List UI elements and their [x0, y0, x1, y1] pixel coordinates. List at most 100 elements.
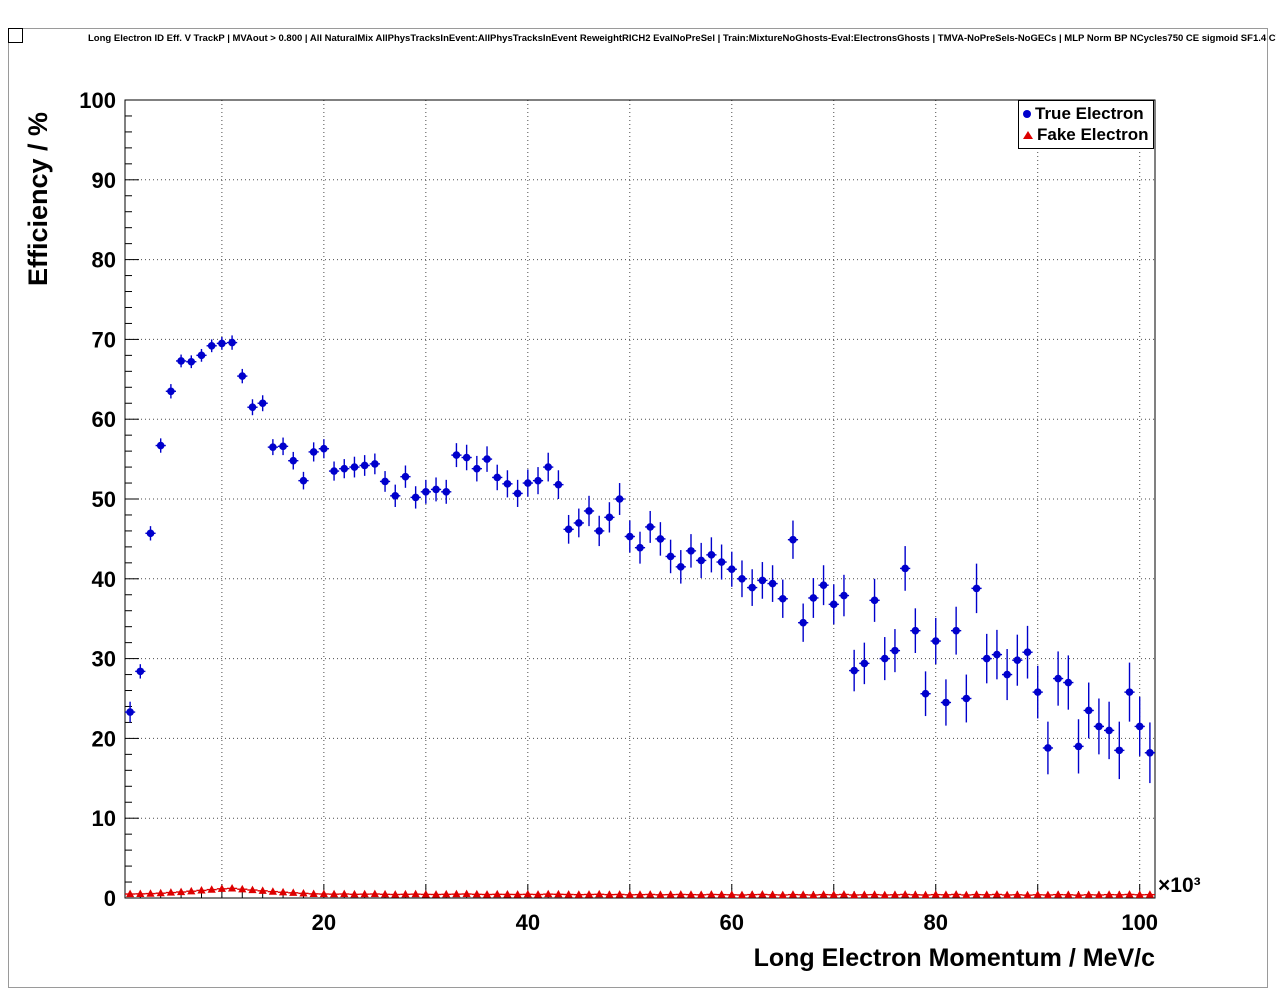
- data-point: [860, 659, 869, 668]
- data-point: [778, 594, 787, 603]
- data-point: [595, 889, 604, 898]
- svg-text:80: 80: [92, 248, 116, 273]
- data-point: [350, 463, 359, 471]
- data-point: [524, 479, 532, 487]
- data-point: [646, 523, 654, 531]
- data-point: [227, 884, 237, 892]
- data-point: [248, 885, 257, 894]
- data-point: [799, 890, 808, 898]
- data-point: [381, 477, 389, 486]
- data-point: [890, 890, 900, 898]
- data-point: [136, 889, 145, 897]
- svg-text:60: 60: [92, 407, 116, 432]
- data-point: [391, 492, 400, 500]
- data-point: [891, 646, 899, 655]
- svg-text:60: 60: [720, 910, 744, 935]
- data-point: [146, 889, 155, 897]
- data-point: [156, 888, 165, 897]
- data-point: [962, 890, 971, 899]
- data-point: [952, 890, 961, 898]
- data-point: [656, 535, 665, 543]
- data-point: [635, 890, 645, 898]
- data-point: [829, 890, 838, 898]
- data-point: [982, 654, 991, 663]
- data-point: [197, 886, 206, 894]
- data-point: [615, 495, 624, 503]
- data-point: [1074, 742, 1083, 751]
- data-point: [605, 513, 614, 522]
- data-point: [870, 596, 879, 605]
- data-point: [207, 341, 216, 350]
- data-point: [330, 467, 338, 475]
- data-point: [1023, 890, 1032, 899]
- data-point: [1135, 722, 1144, 731]
- data-point: [676, 563, 685, 571]
- data-point: [156, 441, 165, 450]
- data-point: [799, 618, 807, 627]
- data-point: [207, 885, 216, 893]
- data-point: [748, 583, 756, 592]
- data-point: [493, 889, 502, 898]
- data-point: [421, 890, 430, 898]
- data-point: [778, 890, 787, 899]
- data-point: [411, 493, 420, 502]
- data-point: [982, 890, 991, 898]
- svg-text:100: 100: [79, 88, 116, 113]
- data-point: [391, 890, 400, 898]
- data-point: [268, 887, 277, 895]
- data-point: [289, 456, 298, 465]
- svg-text:80: 80: [924, 910, 948, 935]
- data-point: [523, 889, 532, 898]
- legend-box: True Electron Fake Electron: [1018, 100, 1154, 149]
- svg-text:50: 50: [92, 487, 116, 512]
- data-point: [1125, 688, 1134, 696]
- data-point: [217, 884, 226, 892]
- svg-text:100: 100: [1121, 910, 1158, 935]
- data-point: [371, 460, 379, 468]
- data-point: [554, 889, 563, 898]
- data-point: [931, 637, 940, 645]
- data-point: [992, 890, 1002, 898]
- data-point: [860, 890, 869, 898]
- data-point: [1115, 746, 1124, 755]
- data-point: [493, 473, 502, 482]
- data-point: [727, 565, 736, 574]
- x-axis-title: Long Electron Momentum / MeV/c: [754, 944, 1156, 972]
- data-point: [136, 667, 145, 676]
- data-point: [1145, 890, 1155, 898]
- data-point: [513, 890, 522, 898]
- data-point: [636, 543, 644, 552]
- data-point: [258, 399, 267, 408]
- data-point: [309, 448, 318, 456]
- data-point: [1023, 648, 1032, 657]
- data-point: [697, 556, 705, 565]
- plot-title: Long Electron ID Eff. V TrackP | MVAout …: [88, 33, 1276, 44]
- data-point: [931, 890, 940, 898]
- data-point: [1064, 678, 1073, 687]
- svg-text:40: 40: [92, 567, 116, 592]
- data-point: [125, 889, 135, 898]
- data-point: [850, 666, 858, 675]
- data-point: [1135, 890, 1144, 898]
- data-point: [758, 576, 767, 585]
- data-point: [850, 890, 859, 899]
- data-point: [187, 357, 196, 366]
- true-electron-marker-icon: [1023, 109, 1031, 118]
- fake-electron-marker-icon: [1023, 131, 1033, 140]
- svg-text:20: 20: [92, 726, 116, 751]
- data-point: [993, 650, 1001, 659]
- data-point: [350, 889, 359, 898]
- data-point: [126, 708, 134, 716]
- data-point: [1043, 890, 1053, 899]
- data-point: [452, 451, 461, 459]
- data-point: [768, 890, 777, 898]
- data-point: [901, 564, 909, 573]
- data-point: [472, 889, 481, 898]
- data-point: [758, 890, 767, 898]
- data-point: [238, 372, 247, 380]
- data-point: [1044, 744, 1052, 752]
- data-point: [717, 558, 726, 566]
- data-point: [942, 698, 950, 707]
- series-fake-electron: [125, 884, 1155, 899]
